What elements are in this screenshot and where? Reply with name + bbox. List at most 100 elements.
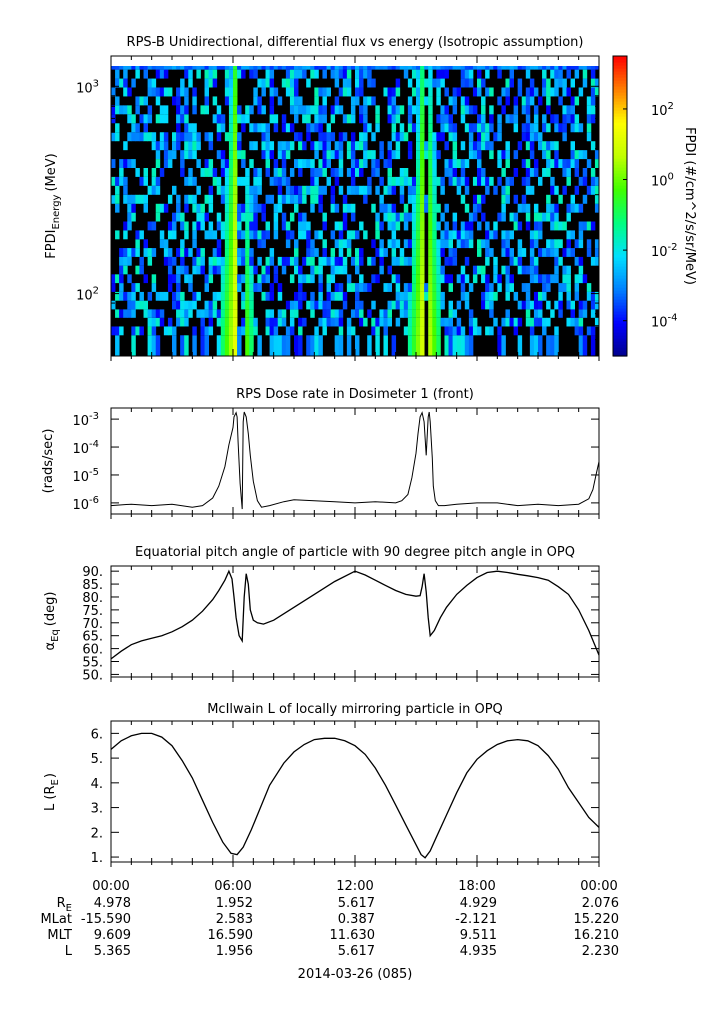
spectrogram-cell [387, 87, 392, 97]
spectrogram-cell [265, 69, 270, 79]
spectrogram-cell [436, 309, 441, 318]
spectrogram-cell [273, 317, 279, 327]
spectrogram-cell [403, 203, 409, 213]
spectrogram-cell [115, 194, 120, 204]
spectrogram-cell [407, 141, 413, 151]
spectrogram-cell [147, 105, 153, 115]
spectrogram-cell [204, 194, 209, 204]
spectrogram-cell [477, 66, 482, 70]
dose-frame [110, 407, 600, 515]
spectrogram-cell [493, 66, 498, 70]
spectrogram-cell [338, 283, 344, 292]
spectrogram-cell [147, 66, 153, 70]
spectrogram-cell [562, 114, 567, 124]
spectrogram-cell [432, 194, 437, 204]
spectrogram-cell [200, 265, 205, 275]
spectrogram-cell [334, 105, 340, 115]
colorbar-segment [613, 194, 627, 198]
spectrogram-cell [558, 300, 563, 310]
spectrogram-cell [529, 150, 535, 160]
spectrogram-cell [346, 168, 352, 177]
spectrogram-cell [407, 96, 413, 106]
spectrogram-cell [416, 132, 421, 142]
spectrogram-cell [159, 132, 165, 142]
ephemeris-row-label-main: MLT [47, 928, 72, 943]
spectrogram-cell [196, 256, 201, 266]
spectrogram-cell [468, 309, 474, 318]
spectrogram-cell [212, 168, 218, 177]
spectrogram-cell [330, 317, 336, 327]
spectrogram-cell [342, 265, 348, 275]
ephemeris-value: 9.511 [460, 928, 497, 943]
spectrogram-cell [375, 123, 380, 133]
spectrogram-cell [131, 335, 136, 356]
spectrogram-cell [281, 309, 287, 318]
spectrogram-cell [220, 335, 226, 356]
spectrogram-cell [416, 176, 421, 186]
spectrogram-cell [302, 291, 307, 301]
spectrogram-cell [143, 300, 148, 310]
lshell-y-label: 6. [91, 727, 103, 742]
spectrogram-cell [436, 69, 441, 79]
spectrogram-cell [582, 176, 588, 186]
colorbar-segment [613, 104, 627, 108]
spectrogram-cell [578, 230, 584, 240]
spectrogram-cell [497, 212, 502, 222]
spectrogram-cell [477, 265, 482, 275]
spectrogram-cell [241, 203, 246, 213]
spectrogram-cell [359, 132, 364, 142]
spectrogram-cell [538, 176, 543, 186]
spectrogram-cell [407, 309, 413, 318]
spectrogram-cell [513, 317, 519, 327]
spectrogram-cell [481, 300, 486, 310]
spectrogram-cell [460, 96, 466, 106]
spectrogram-cell [363, 141, 368, 151]
spectrogram-cell [411, 185, 417, 195]
spectrogram-cell [228, 221, 234, 231]
colorbar-segment [613, 113, 627, 117]
spectrogram-cell [489, 141, 494, 151]
spectrogram-cell [192, 96, 197, 106]
spectrogram-cell [367, 66, 372, 70]
spectrogram-cell [517, 256, 523, 266]
spectrogram-cell [184, 176, 189, 186]
spectrogram-cell [322, 168, 327, 177]
spectrogram-cell [444, 69, 449, 79]
spectrogram-cell [477, 239, 482, 249]
colorbar-segment [613, 161, 627, 165]
spectrogram-cell [501, 168, 506, 177]
spectrogram-cell [428, 176, 433, 186]
spectrogram-cell [416, 274, 421, 284]
spectrogram-cell [139, 66, 144, 70]
spectrogram-cell [387, 239, 392, 249]
dose-y-label-base: 10 [72, 442, 89, 457]
spectrogram-cell [379, 309, 384, 318]
spectrogram-cell [233, 176, 238, 186]
spectrogram-cell [416, 159, 421, 169]
spectrogram-cell [460, 159, 466, 169]
colorbar-tick-label: 100 [651, 172, 674, 190]
spectrogram-cell [428, 335, 433, 356]
spectrogram-cell [188, 300, 193, 310]
spectrogram-cell [554, 248, 559, 257]
spectrogram-cell [570, 159, 575, 169]
spectrogram-cell [294, 66, 299, 70]
spectrogram-cell [574, 291, 580, 301]
spectrogram-cell [314, 248, 319, 257]
spectrogram-cell [212, 78, 218, 88]
spectrogram-cell [578, 274, 584, 284]
spectrogram-cell [489, 150, 494, 160]
spectrogram-cell [497, 176, 502, 186]
spectrogram-cell [249, 317, 254, 327]
spectrogram-cell [314, 185, 319, 195]
spectrogram-cell [326, 176, 331, 186]
spectrogram-cell [428, 123, 433, 133]
spectrogram-cell [407, 194, 413, 204]
spectrogram-cell [456, 335, 462, 356]
spectrogram-cell [416, 326, 421, 336]
spectrogram-cell [416, 69, 421, 79]
spectrogram-cell [192, 194, 197, 204]
spectrogram-cell [233, 123, 238, 133]
spectrogram-cell [481, 291, 486, 301]
spectrogram-cell [363, 132, 368, 142]
